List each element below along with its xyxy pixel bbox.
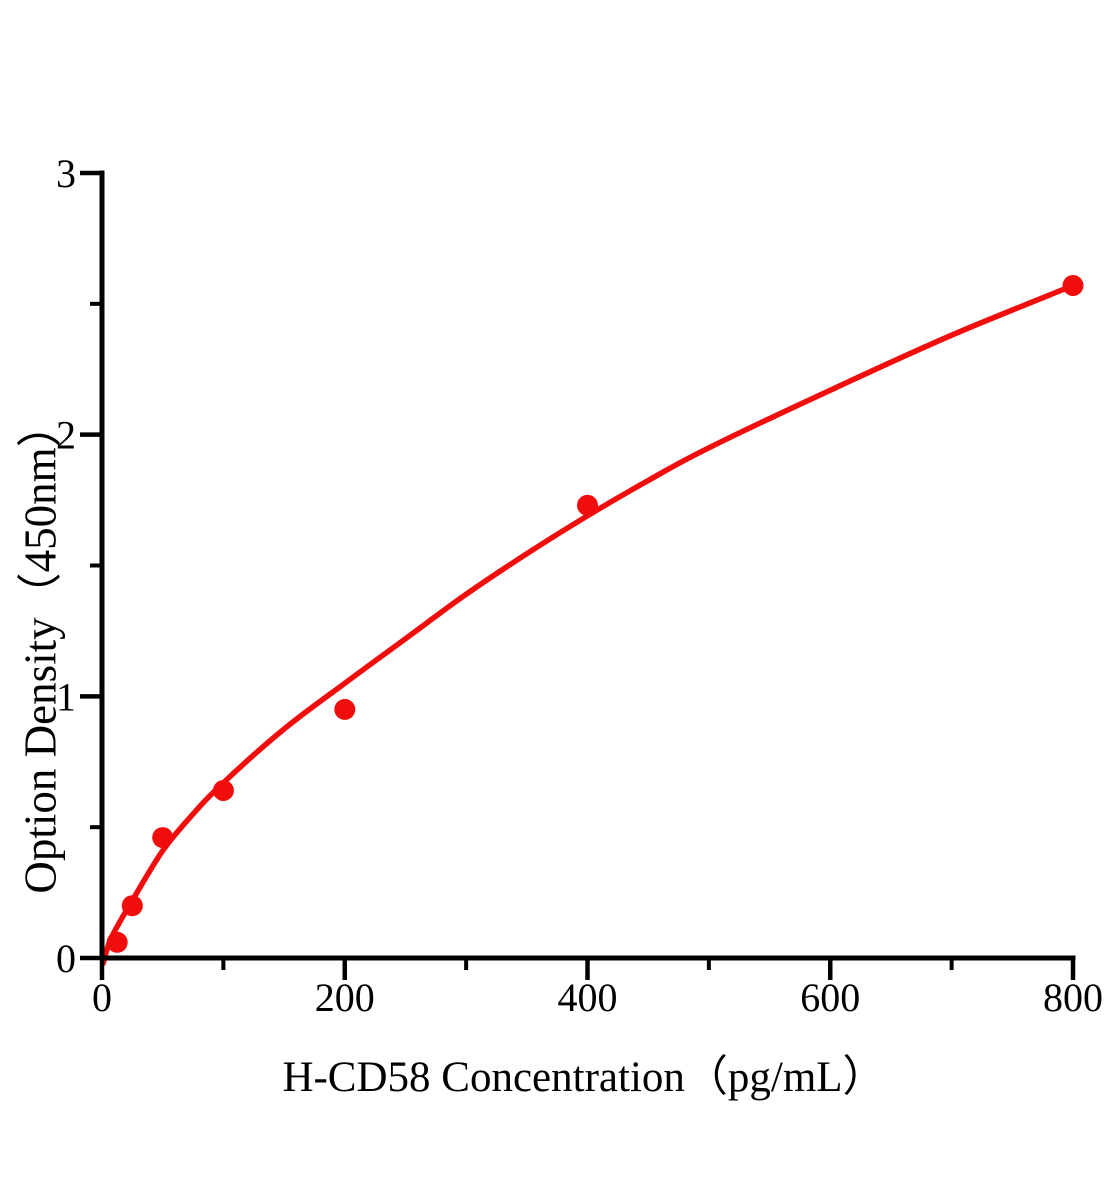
data-point-marker bbox=[121, 895, 143, 917]
y-tick-label: 1 bbox=[56, 674, 76, 719]
x-tick-label: 0 bbox=[92, 975, 112, 1020]
data-point-marker bbox=[577, 494, 598, 516]
data-point-marker bbox=[152, 827, 174, 849]
y-tick-label: 2 bbox=[56, 413, 76, 458]
y-axis-title: Option Density（450nm） bbox=[15, 402, 66, 894]
x-tick-label: 400 bbox=[558, 975, 618, 1020]
data-point-marker bbox=[212, 780, 234, 801]
x-tick-label: 600 bbox=[800, 975, 860, 1020]
x-axis-title: H-CD58 Concentration（pg/mL） bbox=[282, 1054, 886, 1101]
fit-curve-line bbox=[100, 282, 1076, 966]
y-tick-label: 3 bbox=[56, 151, 76, 196]
data-point-marker bbox=[334, 698, 356, 720]
y-tick-label: 0 bbox=[56, 936, 76, 981]
data-point-marker bbox=[1062, 275, 1084, 296]
x-tick-label: 800 bbox=[1043, 975, 1103, 1020]
x-tick-label: 200 bbox=[315, 975, 375, 1020]
data-point-marker bbox=[106, 931, 128, 953]
